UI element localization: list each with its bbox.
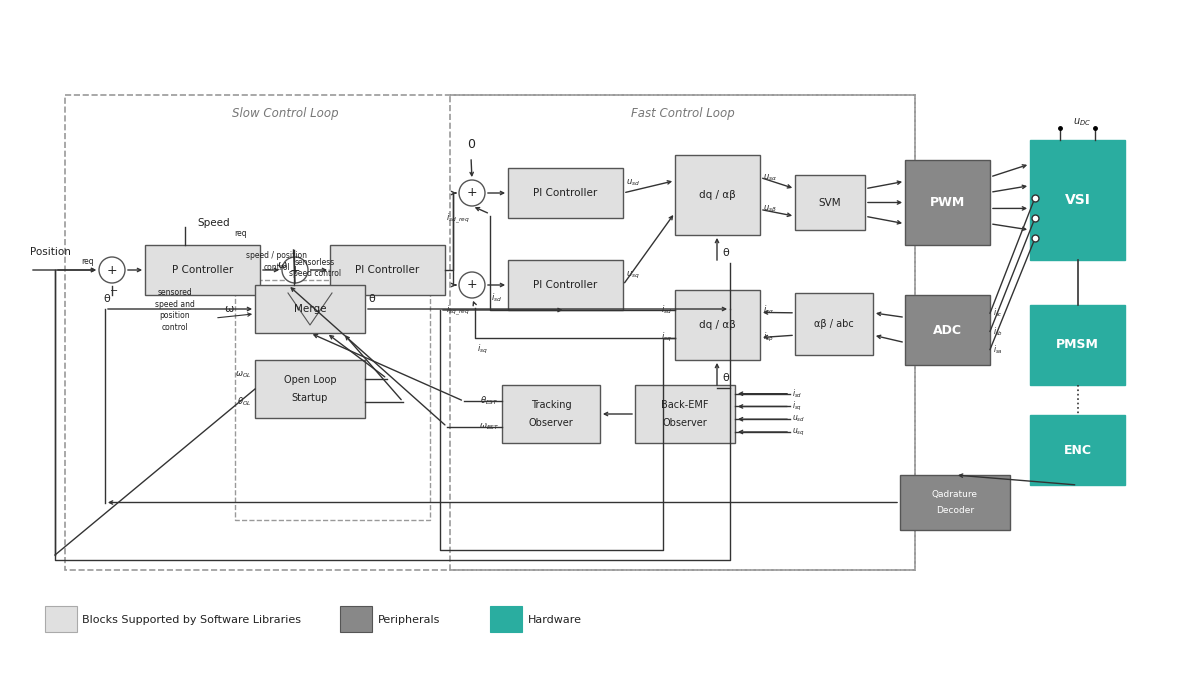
Bar	[905, 295, 990, 365]
Text: $i_{sd}$: $i_{sd}$	[492, 292, 503, 304]
Text: dq / αβ: dq / αβ	[700, 190, 736, 200]
Bar	[450, 95, 916, 570]
Text: $i_{sq}$: $i_{sq}$	[476, 343, 487, 356]
Text: −: −	[110, 286, 118, 296]
Circle shape	[98, 257, 125, 283]
Text: speed / position: speed / position	[246, 252, 307, 261]
Text: $i_{sq}$: $i_{sq}$	[792, 400, 802, 413]
Text: Speed: Speed	[198, 218, 230, 228]
Text: PI Controller: PI Controller	[533, 188, 598, 198]
Text: Merge: Merge	[294, 304, 326, 314]
Bar	[796, 175, 865, 230]
Circle shape	[282, 257, 308, 283]
Text: $ω_{OL}$: $ω_{OL}$	[235, 369, 252, 380]
Text: control: control	[264, 263, 290, 271]
Bar	[145, 245, 260, 295]
Bar	[330, 245, 445, 295]
Bar	[235, 280, 430, 520]
Text: Fast Control Loop: Fast Control Loop	[631, 107, 734, 119]
Text: dq / αβ: dq / αβ	[700, 320, 736, 330]
Bar	[905, 160, 990, 245]
Text: $i_{sd}$: $i_{sd}$	[792, 387, 803, 400]
Text: $ω_{EST}$: $ω_{EST}$	[479, 421, 499, 432]
Text: $i_{sb}$: $i_{sb}$	[994, 325, 1003, 338]
Text: +: +	[467, 186, 478, 200]
Text: $i_{sq}$: $i_{sq}$	[661, 331, 672, 344]
Text: $u_{sq}$: $u_{sq}$	[792, 427, 805, 437]
Circle shape	[458, 272, 485, 298]
Text: +: +	[107, 263, 118, 277]
Text: $u_{s\beta}$: $u_{s\beta}$	[763, 204, 776, 215]
Text: αβ / abc: αβ / abc	[814, 319, 854, 329]
Text: PWM: PWM	[930, 196, 965, 209]
Text: +: +	[467, 279, 478, 292]
Text: $i_{s\alpha}$: $i_{s\alpha}$	[763, 303, 774, 316]
Text: $i_{sa}$: $i_{sa}$	[994, 344, 1003, 356]
Text: ENC: ENC	[1063, 443, 1092, 456]
Bar	[1030, 305, 1126, 385]
Bar	[490, 606, 522, 632]
Text: $i_{sd\_req}$: $i_{sd\_req}$	[446, 212, 469, 226]
Text: Decoder: Decoder	[936, 506, 974, 515]
Text: θ: θ	[722, 248, 728, 258]
Bar	[674, 155, 760, 235]
Text: sensored
speed and
position
control: sensored speed and position control	[155, 288, 194, 332]
Bar	[674, 290, 760, 360]
Text: θ: θ	[722, 373, 728, 383]
Text: Observer: Observer	[529, 418, 574, 428]
Text: SVM: SVM	[818, 198, 841, 207]
Text: 0: 0	[467, 138, 475, 151]
Circle shape	[458, 180, 485, 206]
Bar	[340, 606, 372, 632]
Text: $i_{s\beta}$: $i_{s\beta}$	[763, 331, 774, 344]
Text: θ: θ	[368, 294, 374, 304]
Text: req: req	[82, 257, 94, 267]
Text: Peripherals: Peripherals	[378, 615, 440, 625]
Text: sensorless
speed control: sensorless speed control	[289, 258, 341, 278]
Text: Tracking: Tracking	[530, 400, 571, 410]
Bar	[796, 293, 874, 355]
Bar	[900, 475, 1010, 530]
Bar	[1030, 415, 1126, 485]
Text: VSI: VSI	[1064, 193, 1091, 207]
Bar	[508, 168, 623, 218]
Bar	[635, 385, 734, 443]
Text: PMSM: PMSM	[1056, 338, 1099, 352]
Text: $u_{s\alpha}$: $u_{s\alpha}$	[763, 172, 778, 183]
Text: +: +	[289, 263, 300, 277]
Text: $u_{sd}$: $u_{sd}$	[792, 414, 805, 425]
Text: Hardware: Hardware	[528, 615, 582, 625]
Bar	[502, 385, 600, 443]
Text: $θ_{OL}$: $θ_{OL}$	[238, 396, 252, 408]
Text: ω: ω	[277, 260, 286, 270]
Text: PI Controller: PI Controller	[355, 265, 420, 275]
Bar	[65, 95, 916, 570]
Text: $θ_{EST}$: $θ_{EST}$	[480, 395, 499, 408]
Text: ω: ω	[224, 304, 234, 314]
Text: Blocks Supported by Software Libraries: Blocks Supported by Software Libraries	[82, 615, 301, 625]
Text: Startup: Startup	[292, 393, 328, 403]
Text: Position: Position	[30, 247, 71, 257]
Text: $u_{sd}$: $u_{sd}$	[626, 178, 640, 188]
Text: Slow Control Loop: Slow Control Loop	[232, 107, 338, 119]
Text: $i_{sd}$: $i_{sd}$	[661, 303, 672, 316]
Text: Observer: Observer	[662, 418, 707, 428]
Text: θ: θ	[103, 294, 110, 304]
Text: $i_{sc}$: $i_{sc}$	[994, 307, 1003, 319]
Text: ADC: ADC	[934, 323, 962, 337]
Text: req: req	[234, 229, 247, 238]
Bar	[1030, 140, 1126, 260]
Text: Qadrature: Qadrature	[932, 490, 978, 499]
Text: PI Controller: PI Controller	[533, 280, 598, 290]
Text: $u_{sq}$: $u_{sq}$	[626, 269, 640, 281]
Text: $i_{sq\_req}$: $i_{sq\_req}$	[446, 304, 469, 318]
Text: $u_{DC}$: $u_{DC}$	[1073, 116, 1091, 128]
Bar	[256, 285, 365, 333]
Bar	[256, 360, 365, 418]
Bar	[508, 260, 623, 310]
Text: Back-EMF: Back-EMF	[661, 400, 709, 410]
Text: P Controller: P Controller	[172, 265, 233, 275]
Text: Open Loop: Open Loop	[283, 375, 336, 385]
Bar	[46, 606, 77, 632]
